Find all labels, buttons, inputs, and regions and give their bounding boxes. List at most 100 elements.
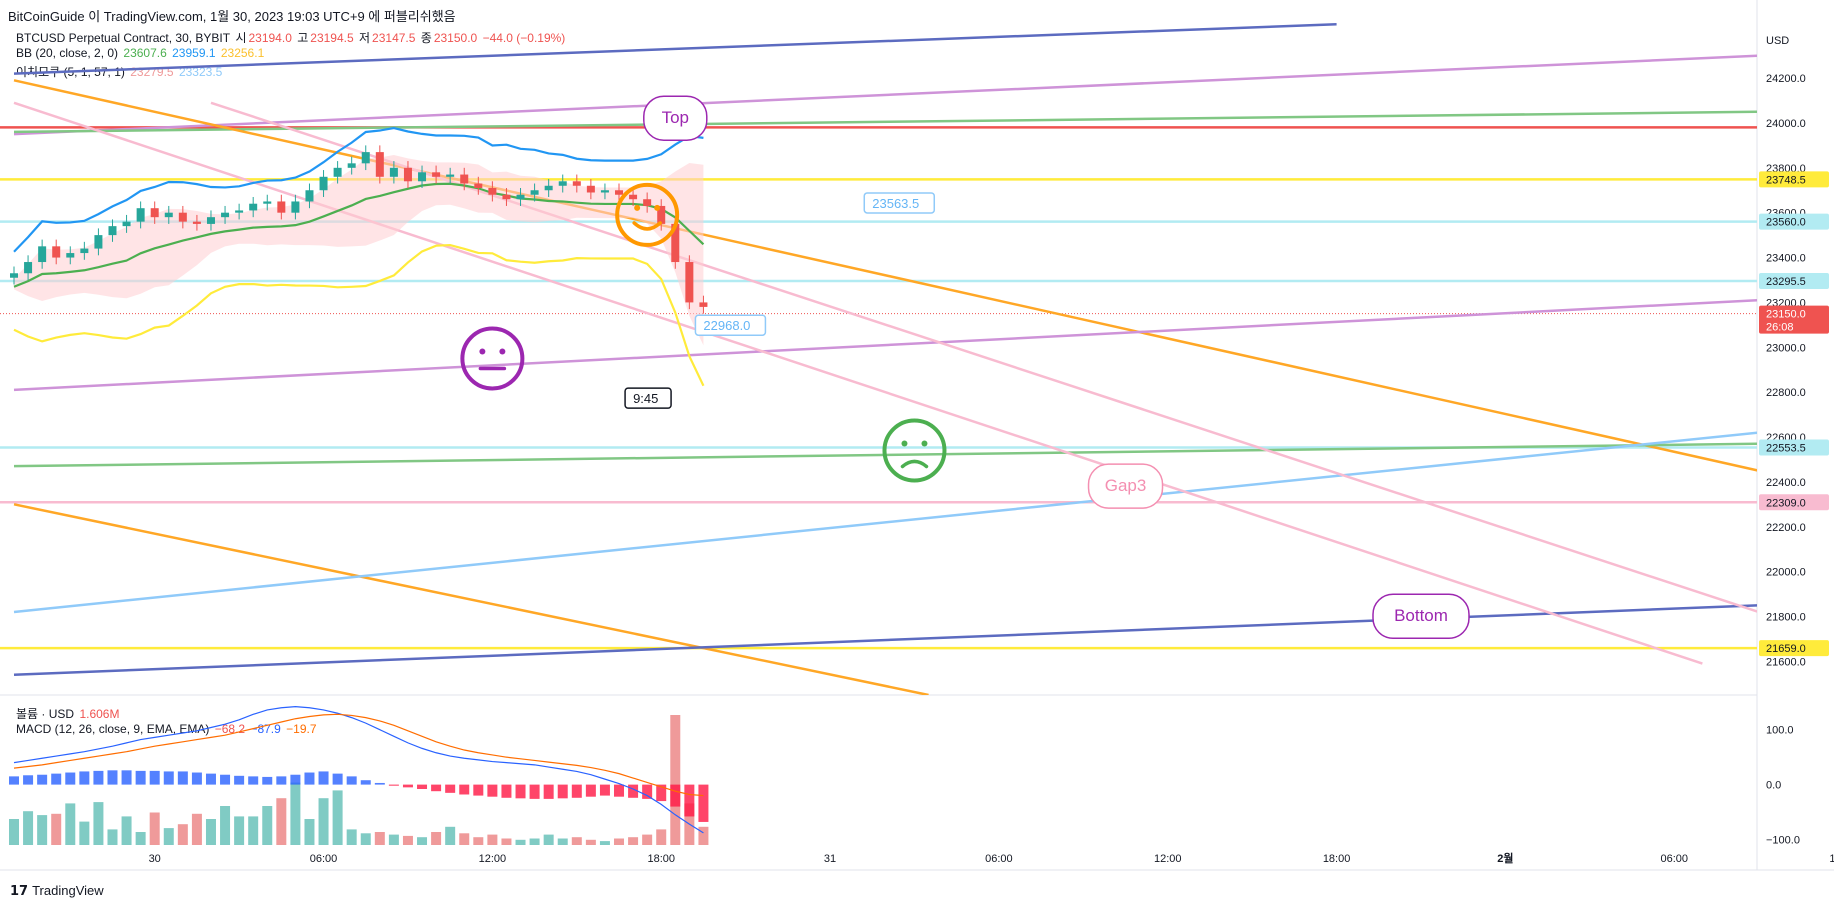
volume-bar — [23, 811, 34, 845]
macd-tick-label: −100.0 — [1766, 835, 1800, 847]
candle-body — [221, 212, 230, 218]
volume-bar — [332, 790, 343, 845]
callout-text: Top — [662, 108, 689, 127]
macd-histogram-bar — [417, 784, 428, 789]
trend-line — [13, 431, 1757, 614]
volume-bar — [417, 837, 428, 845]
legend-close-label: 종 — [420, 31, 432, 45]
macd-histogram-bar — [65, 772, 76, 785]
time-tick-label: 2월 — [1497, 851, 1513, 865]
macd-histogram-bar — [684, 784, 695, 817]
macd-histogram-bar — [304, 772, 315, 785]
volume-bar — [501, 838, 512, 845]
callout-text: Bottom — [1394, 606, 1448, 625]
volume-bar — [65, 803, 76, 845]
price-tick-label: 23000.0 — [1766, 342, 1806, 354]
macd-histogram-bar — [487, 784, 498, 797]
legend-symbol: BTCUSD Perpetual Contract, 30, BYBIT — [16, 31, 231, 45]
macd-signal-line — [13, 713, 704, 797]
price-label-text: 23748.5 — [1766, 174, 1806, 186]
macd-histogram-bar — [431, 784, 442, 792]
legend-close: 23150.0 — [433, 31, 478, 45]
candle-body — [657, 205, 666, 224]
volume-bar — [262, 806, 273, 845]
trend-line — [13, 110, 1757, 134]
volume-bar — [374, 832, 385, 845]
ichimoku-cloud — [14, 154, 704, 346]
legend-symbol-row: BTCUSD Perpetual Contract, 30, BYBIT 시 23… — [16, 29, 567, 46]
candle-body — [558, 181, 567, 186]
macd-histogram-bar — [121, 770, 132, 785]
tradingview-logo[interactable]: 𝟭𝟳 TradingView — [10, 883, 104, 899]
macd-histogram-bar — [23, 775, 34, 785]
candle-body — [586, 185, 595, 193]
macd-histogram-bar — [332, 773, 343, 785]
volume-bar — [543, 834, 554, 845]
time-tick-label: 18:00 — [647, 853, 675, 865]
candle-body — [432, 172, 441, 177]
candle-body — [333, 167, 342, 177]
macd-histogram-bar — [529, 784, 540, 799]
volume-bar — [459, 833, 470, 845]
candle-body — [136, 208, 145, 222]
price-label-box — [1759, 272, 1829, 289]
time-tick-label: 12:00 — [1154, 853, 1182, 865]
happy-face-icon — [615, 182, 680, 247]
volume-bar — [585, 839, 596, 845]
volume-bar — [276, 798, 287, 845]
candle-body — [685, 262, 694, 303]
candle-body — [150, 208, 159, 218]
macd-histogram-bar — [402, 784, 413, 788]
macd-histogram-bar — [346, 776, 357, 785]
price-label-text: 23560.0 — [1766, 217, 1806, 229]
macd-histogram-bar — [374, 782, 385, 785]
macd-histogram-bar — [177, 771, 188, 785]
price-tick-label: 22400.0 — [1766, 477, 1806, 489]
legend-bb-row[interactable]: BB (20, close, 2, 0) 23607.6 23959.1 232… — [16, 46, 266, 60]
volume-bar — [163, 828, 174, 845]
macd-histogram-bar — [107, 770, 118, 785]
macd-tick-label: 0.0 — [1766, 780, 1781, 792]
price-note-text: 23563.5 — [872, 196, 919, 211]
lower-pane — [9, 706, 709, 845]
trend-line — [13, 503, 929, 695]
trend-line — [13, 299, 1757, 392]
macd-histogram-bar — [79, 771, 90, 785]
volume-bar — [191, 813, 202, 845]
volume-bar — [107, 829, 118, 845]
price-tick-label: 22800.0 — [1766, 387, 1806, 399]
legend-low-label: 저 — [359, 31, 371, 45]
price-label-text: 23295.5 — [1766, 276, 1806, 288]
candle-body — [305, 190, 314, 202]
volume-bar — [571, 837, 582, 845]
candle-body — [108, 226, 117, 236]
legend-volume-row[interactable]: 볼륨 · USD 1.606M — [16, 705, 121, 722]
emoji-mouth — [900, 459, 929, 469]
macd-histogram-bar — [318, 771, 329, 785]
legend-change: −44.0 (−0.19%) — [482, 31, 566, 45]
time-tick-label: 06:00 — [1660, 853, 1688, 865]
price-note-box — [624, 387, 672, 409]
bb-basis-line — [13, 182, 705, 288]
price-note-box — [694, 314, 767, 336]
volume-bar — [388, 834, 399, 845]
candle-body — [530, 190, 539, 195]
volume-bar — [93, 802, 104, 845]
price-tick-label: 24000.0 — [1766, 118, 1806, 130]
volume-bar — [431, 832, 442, 845]
attribution: BitCoinGuide 이 TradingView.com, 1월 30, 2… — [8, 9, 456, 24]
volume-bar — [599, 841, 610, 845]
emoji-eye — [654, 204, 661, 211]
candle-body — [460, 174, 469, 184]
macd-histogram-bar — [276, 776, 287, 785]
trend-line — [13, 54, 1757, 136]
legend-macd-row[interactable]: MACD (12, 26, close, 9, EMA, EMA) −68.2 … — [16, 722, 319, 736]
neutral-face-icon — [460, 326, 525, 391]
macd-tick-label: 100.0 — [1766, 725, 1794, 737]
candle-body — [446, 174, 455, 177]
bb-upper-line — [13, 126, 704, 253]
macd-line — [13, 706, 704, 834]
macd-histogram-bar — [135, 770, 146, 785]
volume-bar — [402, 835, 413, 845]
